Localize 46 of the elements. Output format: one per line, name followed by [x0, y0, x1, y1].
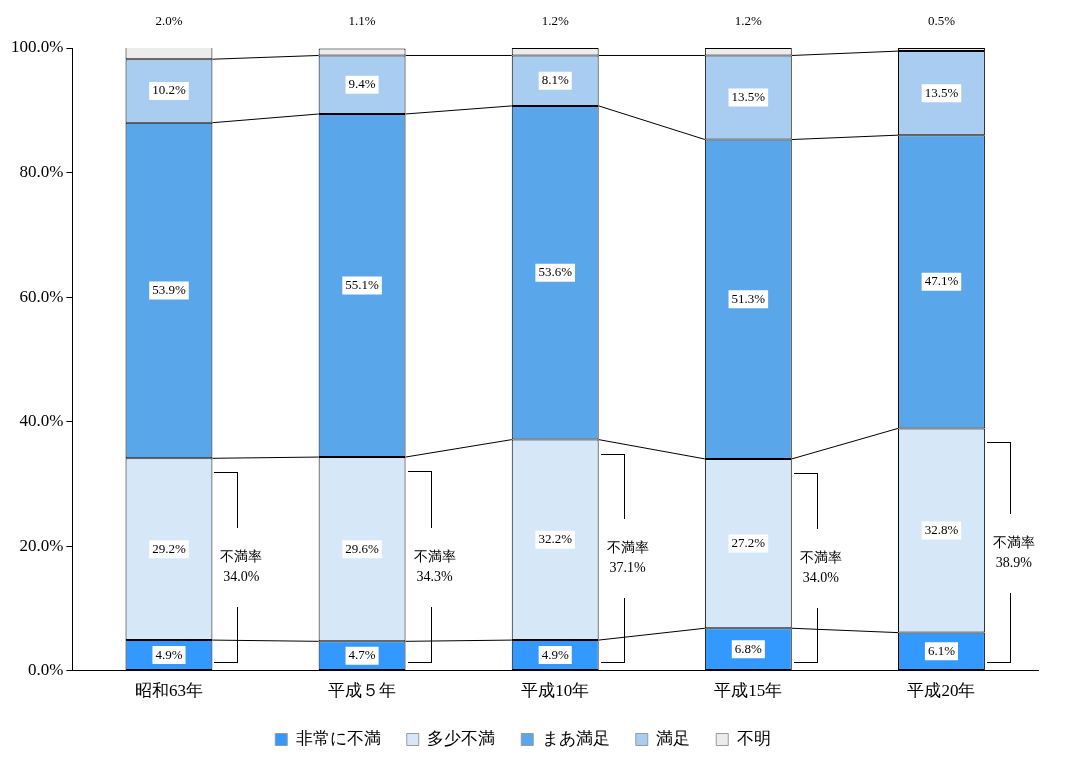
- data-label: 1.1%: [348, 13, 376, 29]
- legend-label: 多少不満: [427, 728, 496, 748]
- data-label: 27.2%: [731, 535, 766, 551]
- data-label: 53.6%: [538, 264, 573, 280]
- x-tick-label: 平成５年: [328, 681, 397, 701]
- data-label: 1.2%: [734, 13, 763, 29]
- data-label: 8.1%: [541, 72, 569, 88]
- data-label: 32.8%: [924, 521, 959, 537]
- data-label: 29.6%: [345, 540, 380, 556]
- y-tick-label: 100.0%: [10, 37, 64, 57]
- x-tick-label: 平成20年: [907, 681, 976, 701]
- x-tick-label: 平成10年: [521, 681, 590, 701]
- data-label: 51.3%: [731, 290, 766, 306]
- data-label: 47.1%: [924, 273, 959, 289]
- data-label: 55.1%: [345, 276, 380, 292]
- y-tick-label: 60.0%: [19, 286, 64, 306]
- data-label: 32.2%: [538, 531, 573, 547]
- data-label: 29.2%: [152, 540, 186, 556]
- data-label: 13.5%: [731, 88, 766, 104]
- annotation: 不満率 34.3%: [412, 547, 457, 586]
- data-label: 0.5%: [927, 13, 956, 29]
- annotation: 不満率 38.9%: [991, 533, 1036, 572]
- data-label: 6.8%: [734, 640, 763, 656]
- data-label: 53.9%: [152, 281, 186, 297]
- annotation: 不満率 37.1%: [605, 539, 650, 578]
- data-label: 9.4%: [348, 76, 376, 92]
- data-label: 2.0%: [155, 13, 183, 29]
- data-label: 4.9%: [541, 646, 569, 662]
- legend-label: 不明: [736, 728, 771, 748]
- data-label: 4.7%: [348, 647, 376, 663]
- y-tick-label: 0.0%: [27, 660, 64, 680]
- data-label: 1.2%: [541, 13, 569, 29]
- annotation: 不満率 34.0%: [798, 548, 843, 587]
- data-label: 6.1%: [927, 642, 956, 658]
- x-tick-label: 昭和63年: [134, 681, 203, 701]
- annotation: 不満率 34.0%: [219, 548, 264, 587]
- legend-label: まあ満足: [541, 728, 610, 748]
- y-tick-label: 80.0%: [19, 161, 64, 181]
- y-tick-label: 20.0%: [19, 535, 64, 555]
- data-label: 10.2%: [152, 82, 186, 98]
- data-label: 13.5%: [924, 84, 959, 100]
- y-tick-label: 40.0%: [19, 411, 64, 431]
- data-label: 4.9%: [155, 646, 183, 662]
- legend-label: 非常に不満: [295, 728, 381, 748]
- legend-label: 満足: [656, 728, 691, 748]
- x-tick-label: 平成15年: [714, 681, 783, 701]
